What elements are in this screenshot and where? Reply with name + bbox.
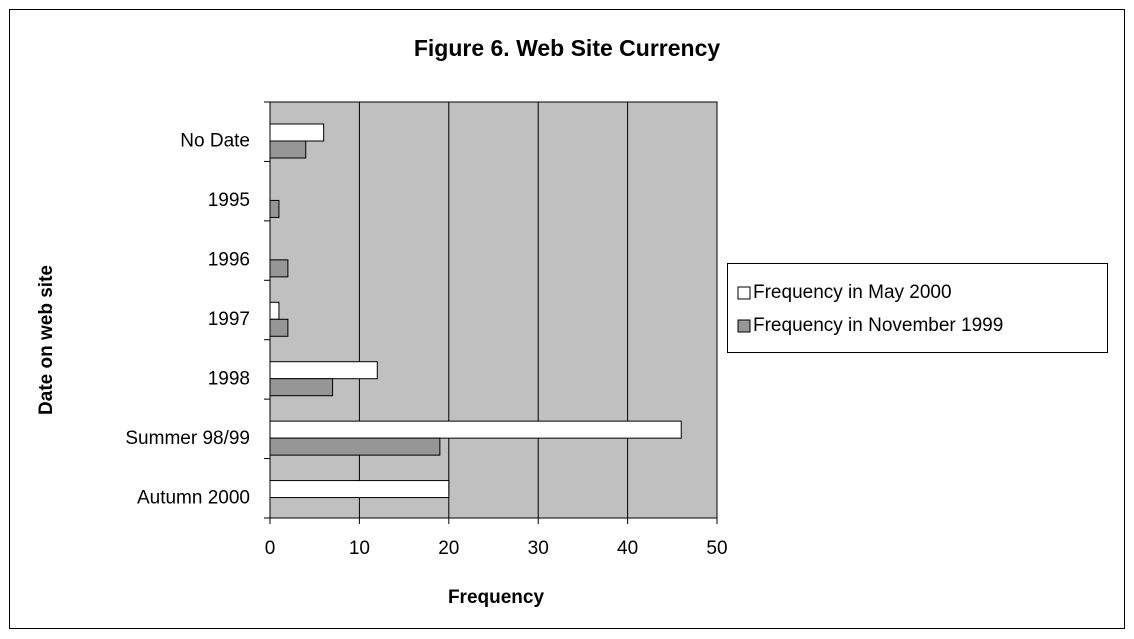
legend xyxy=(727,263,1108,353)
chart-title: Figure 6. Web Site Currency xyxy=(414,35,721,61)
bar xyxy=(269,361,378,380)
bar xyxy=(269,259,289,278)
bar xyxy=(269,140,307,159)
bar xyxy=(269,420,682,439)
x-tick-label: 50 xyxy=(706,538,727,559)
bar xyxy=(269,480,450,499)
y-tick-label: 1996 xyxy=(208,250,250,271)
legend-label: Frequency in November 1999 xyxy=(753,315,1003,336)
x-axis-title: Frequency xyxy=(448,587,545,608)
y-tick-label: 1997 xyxy=(208,309,250,330)
y-tick-label: 1998 xyxy=(208,368,250,389)
bar xyxy=(269,378,334,397)
y-axis-title: Date on web site xyxy=(36,265,57,415)
y-tick-label: Summer 98/99 xyxy=(125,428,250,449)
x-tick-label: 40 xyxy=(617,538,638,559)
bar xyxy=(269,318,289,337)
y-tick-label: 1995 xyxy=(208,190,250,211)
bar xyxy=(269,199,280,218)
y-tick-label: Autumn 2000 xyxy=(137,487,250,508)
x-tick-label: 30 xyxy=(528,538,549,559)
bar xyxy=(269,301,280,320)
x-tick-label: 20 xyxy=(438,538,459,559)
legend-swatch xyxy=(737,319,751,333)
x-tick-label: 10 xyxy=(349,538,370,559)
legend-swatch xyxy=(737,286,751,300)
legend-label: Frequency in May 2000 xyxy=(753,282,952,303)
y-tick-label: No Date xyxy=(180,131,250,152)
bar xyxy=(269,123,325,142)
bar xyxy=(269,437,441,456)
x-tick-label: 0 xyxy=(265,538,276,559)
